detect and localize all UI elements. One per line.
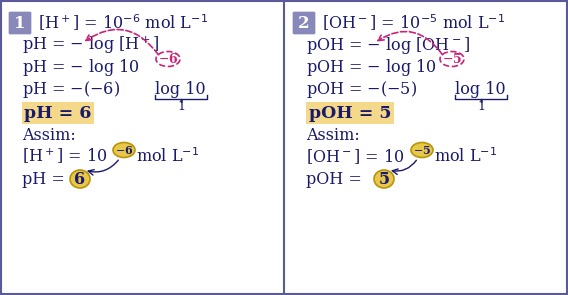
Text: pH = 6: pH = 6 xyxy=(24,104,91,122)
Text: [H$^+$] = 10: [H$^+$] = 10 xyxy=(22,148,107,167)
Text: pOH = 5: pOH = 5 xyxy=(309,104,391,122)
Text: pH = $-$ log [H$^+$]: pH = $-$ log [H$^+$] xyxy=(22,34,160,56)
Text: pOH = $-$ log [OH$^-$]: pOH = $-$ log [OH$^-$] xyxy=(306,35,470,55)
Ellipse shape xyxy=(70,170,90,188)
Text: 1: 1 xyxy=(177,101,185,114)
Text: pOH =: pOH = xyxy=(306,171,367,188)
FancyBboxPatch shape xyxy=(306,102,394,124)
Text: mol L$^{-1}$: mol L$^{-1}$ xyxy=(434,148,497,166)
Text: [OH$^-$] = 10$^{-5}$ mol L$^{-1}$: [OH$^-$] = 10$^{-5}$ mol L$^{-1}$ xyxy=(322,13,505,33)
Text: [H$^+$] = 10$^{-6}$ mol L$^{-1}$: [H$^+$] = 10$^{-6}$ mol L$^{-1}$ xyxy=(38,13,208,33)
Text: 1: 1 xyxy=(14,14,26,32)
Text: pH = $-$ log 10: pH = $-$ log 10 xyxy=(22,57,140,78)
Text: log 10: log 10 xyxy=(155,81,206,98)
Text: Assim:: Assim: xyxy=(306,127,360,143)
Text: 6: 6 xyxy=(74,171,86,188)
Text: pOH = $-$ log 10: pOH = $-$ log 10 xyxy=(306,57,437,78)
Ellipse shape xyxy=(411,142,433,158)
Text: $-$6: $-$6 xyxy=(115,144,133,156)
Text: pH = $-$($-$6): pH = $-$($-$6) xyxy=(22,78,120,99)
Text: $-$6: $-$6 xyxy=(158,52,178,66)
Text: pOH = $-$($-$5): pOH = $-$($-$5) xyxy=(306,78,417,99)
Text: mol L$^{-1}$: mol L$^{-1}$ xyxy=(136,148,199,166)
Text: log 10: log 10 xyxy=(455,81,506,98)
Text: $-$5: $-$5 xyxy=(442,52,462,66)
FancyBboxPatch shape xyxy=(293,12,315,34)
FancyBboxPatch shape xyxy=(9,12,31,34)
FancyBboxPatch shape xyxy=(22,102,94,124)
Ellipse shape xyxy=(374,170,394,188)
Text: $-$5: $-$5 xyxy=(413,144,431,156)
Text: Assim:: Assim: xyxy=(22,127,76,143)
Text: 1: 1 xyxy=(477,101,485,114)
Ellipse shape xyxy=(113,142,135,158)
Text: 5: 5 xyxy=(378,171,390,188)
Text: pH =: pH = xyxy=(22,171,70,188)
Text: 2: 2 xyxy=(298,14,310,32)
Text: [OH$^-$] = 10: [OH$^-$] = 10 xyxy=(306,148,405,166)
